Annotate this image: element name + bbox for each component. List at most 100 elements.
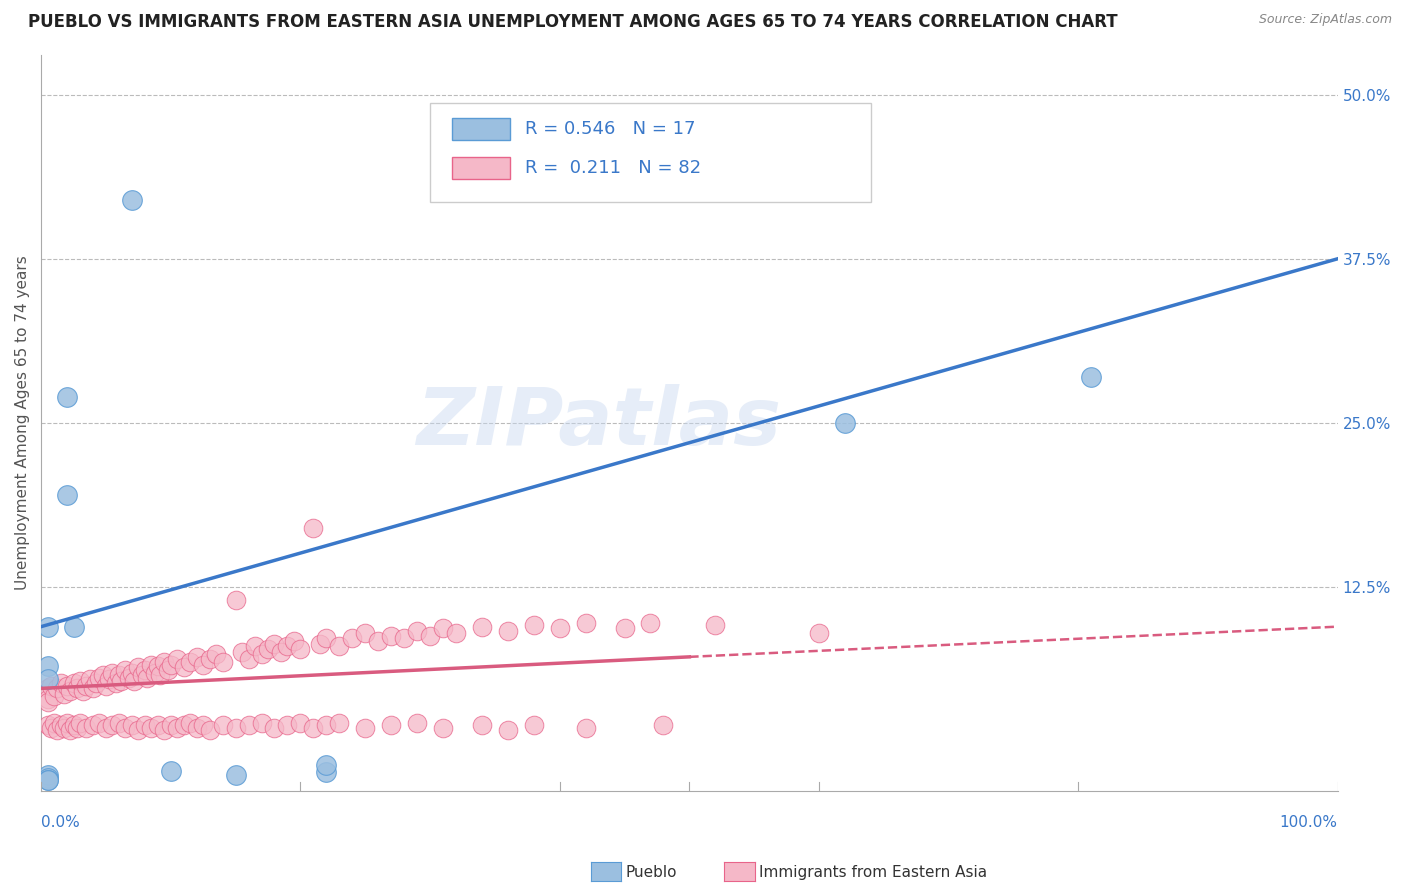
Point (45, 723, 67, 738)
Point (62, 620, 84, 634)
FancyBboxPatch shape (453, 157, 510, 178)
Point (198, 652, 221, 666)
Point (62, 718, 84, 732)
Point (270, 644, 292, 658)
Text: R = 0.546   N = 17: R = 0.546 N = 17 (524, 120, 695, 137)
Point (149, 668, 172, 682)
Point (59, 723, 82, 738)
Point (302, 721, 325, 735)
Point (37, 681, 59, 696)
Point (141, 657, 163, 672)
Point (193, 657, 215, 672)
Point (37, 620, 59, 634)
Point (575, 721, 598, 735)
Point (101, 718, 124, 732)
Point (136, 671, 159, 685)
Point (66, 721, 89, 735)
Point (89, 671, 111, 685)
Point (69, 715, 91, 730)
Point (186, 721, 208, 735)
Point (82, 718, 104, 732)
Point (131, 668, 153, 682)
Point (276, 718, 298, 732)
Y-axis label: Unemployment Among Ages 65 to 74 years: Unemployment Among Ages 65 to 74 years (15, 256, 30, 591)
Point (105, 676, 128, 690)
Point (290, 642, 312, 657)
Point (124, 673, 146, 688)
Point (392, 632, 415, 646)
Point (56, 679, 79, 693)
Point (72, 684, 94, 698)
Point (211, 655, 233, 669)
Point (179, 655, 201, 669)
Point (406, 715, 429, 730)
Text: 100.0%: 100.0% (1279, 814, 1337, 830)
Point (108, 668, 131, 682)
Point (250, 647, 273, 661)
Point (42, 715, 65, 730)
Point (84, 676, 107, 690)
Point (37, 768, 59, 782)
Point (432, 621, 454, 635)
Point (238, 652, 260, 666)
Point (66, 681, 89, 696)
Point (380, 718, 402, 732)
Point (114, 721, 136, 735)
Point (523, 618, 546, 632)
Point (93, 668, 115, 682)
Point (159, 718, 181, 732)
Point (118, 671, 141, 685)
Point (56, 715, 79, 730)
Point (37, 773, 59, 788)
Point (41, 679, 63, 693)
Point (419, 629, 441, 643)
Text: 0.0%: 0.0% (41, 814, 80, 830)
Point (575, 615, 598, 630)
Point (652, 718, 675, 732)
Point (49, 718, 72, 732)
Point (548, 621, 571, 635)
Point (496, 624, 519, 638)
Point (37, 659, 59, 673)
Point (315, 632, 337, 646)
Point (179, 715, 201, 730)
Point (328, 715, 350, 730)
Point (354, 626, 377, 640)
Point (834, 416, 856, 430)
Point (146, 718, 169, 732)
Point (76, 679, 98, 693)
Point (523, 718, 546, 732)
Point (205, 647, 228, 661)
Point (37, 773, 59, 788)
Point (89, 715, 111, 730)
Text: Source: ZipAtlas.com: Source: ZipAtlas.com (1258, 13, 1392, 27)
Point (53, 721, 76, 735)
Point (62, 676, 84, 690)
Point (134, 663, 156, 677)
Point (173, 660, 195, 674)
Point (328, 640, 350, 654)
Point (290, 715, 312, 730)
Point (471, 620, 494, 634)
Point (53, 687, 76, 701)
Point (166, 721, 188, 735)
Point (108, 715, 131, 730)
Point (56, 488, 79, 502)
Point (243, 640, 266, 654)
Point (302, 521, 325, 535)
Point (121, 665, 143, 680)
Point (114, 663, 136, 677)
Point (198, 723, 221, 738)
Point (471, 718, 494, 732)
Point (186, 649, 208, 664)
Point (640, 615, 662, 630)
Point (1080, 370, 1102, 384)
Point (496, 723, 519, 738)
Point (225, 721, 247, 735)
Point (37, 771, 59, 785)
Point (315, 757, 337, 772)
Point (342, 632, 364, 646)
Point (315, 765, 337, 780)
Point (283, 634, 305, 648)
Point (37, 694, 59, 708)
